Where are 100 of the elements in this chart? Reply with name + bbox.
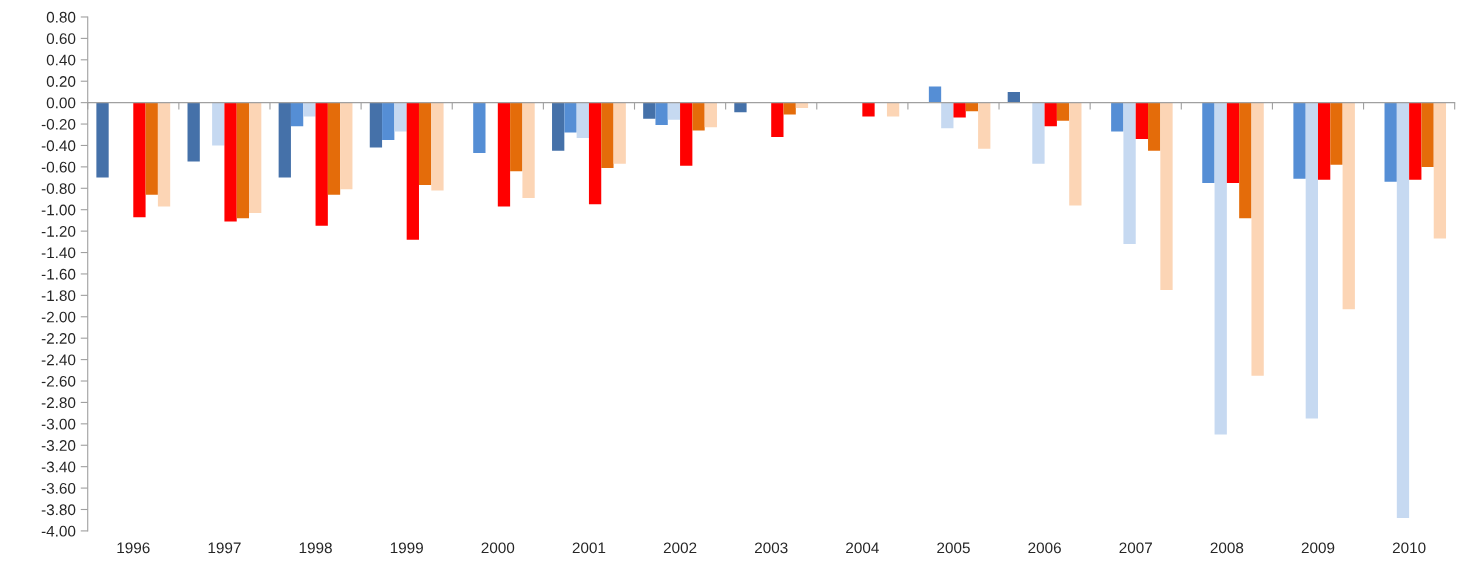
bar	[340, 102, 353, 190]
bar	[734, 102, 747, 113]
y-tick-label: -0.40	[41, 140, 76, 152]
x-tick-label: 2009	[1301, 542, 1335, 554]
bar	[667, 102, 681, 120]
bar	[1421, 102, 1434, 167]
bar	[552, 102, 565, 151]
bar	[1384, 102, 1397, 182]
bar	[1293, 102, 1306, 179]
x-tick-label: 2008	[1210, 542, 1244, 554]
bar	[96, 102, 109, 178]
bar	[382, 102, 395, 141]
bar	[613, 102, 626, 164]
bar	[1111, 102, 1124, 132]
x-tick-label: 2000	[481, 542, 515, 554]
y-tick-label: 0.00	[46, 97, 76, 109]
bar	[510, 102, 523, 172]
bar	[369, 102, 383, 148]
y-tick-label: 0.80	[46, 11, 76, 23]
x-tick-label: 1996	[117, 542, 150, 554]
y-tick-label: -0.20	[41, 118, 76, 130]
y-tick-label: -2.40	[41, 354, 76, 366]
bar	[588, 102, 602, 205]
y-tick-label: -3.00	[41, 418, 76, 430]
x-tick-label: 2001	[572, 542, 606, 554]
y-tick-label: -2.00	[41, 311, 76, 323]
bar	[249, 102, 262, 213]
bar	[1226, 102, 1240, 183]
bar	[576, 102, 589, 138]
y-tick-label: -3.80	[41, 504, 76, 516]
y-tick-label: -0.80	[41, 183, 76, 194]
bar	[564, 102, 577, 133]
bar	[1214, 102, 1227, 435]
bar	[187, 102, 200, 162]
bar	[1007, 91, 1020, 103]
bar	[601, 102, 614, 168]
bar	[1056, 102, 1070, 121]
bar	[133, 102, 146, 218]
bar	[1396, 102, 1410, 519]
x-tick-label: 2007	[1119, 542, 1152, 554]
bar	[1342, 102, 1355, 310]
bar	[1135, 102, 1149, 140]
bar	[1123, 102, 1136, 244]
y-tick-label: -3.20	[41, 440, 76, 451]
bar	[1305, 102, 1318, 419]
y-tick-label: -0.60	[41, 161, 76, 173]
y-tick-label: 0.20	[46, 76, 76, 87]
bar	[157, 102, 171, 207]
bar	[771, 102, 784, 137]
x-tick-label: 2004	[846, 542, 879, 554]
bar	[394, 102, 407, 132]
bar	[1409, 102, 1422, 180]
x-tick-label: 2003	[754, 542, 788, 554]
bar	[1317, 102, 1331, 180]
bar	[680, 102, 693, 166]
x-tick-label: 2006	[1028, 542, 1061, 554]
y-tick-label: -1.80	[41, 290, 76, 302]
x-tick-label: 1998	[299, 542, 332, 554]
bar	[692, 102, 705, 131]
bar	[1239, 102, 1252, 219]
bar	[1202, 102, 1215, 183]
bar	[941, 102, 954, 129]
bar	[236, 102, 250, 219]
bar	[497, 102, 511, 207]
bar	[704, 102, 717, 128]
y-tick-label: -1.00	[41, 204, 76, 216]
bar	[212, 102, 225, 146]
y-tick-label: -2.80	[41, 397, 76, 409]
x-tick-label: 1999	[390, 542, 423, 554]
bar	[315, 102, 328, 226]
bar	[145, 102, 158, 195]
bar	[406, 102, 419, 240]
bar	[418, 102, 432, 186]
bar	[783, 102, 796, 115]
bar	[431, 102, 444, 191]
bar	[522, 102, 535, 198]
y-tick-label: -4.00	[41, 525, 76, 537]
y-tick-label: -1.40	[41, 247, 76, 259]
bar	[862, 102, 875, 117]
bar	[953, 102, 966, 118]
x-tick-label: 2002	[663, 542, 697, 554]
bar	[978, 102, 991, 149]
bar	[795, 102, 809, 108]
y-tick-label: -2.20	[41, 333, 76, 344]
bar	[290, 102, 304, 127]
bar	[1148, 102, 1161, 151]
y-tick-label: -1.20	[41, 225, 76, 237]
y-tick-label: -3.60	[41, 482, 76, 494]
bar	[327, 102, 341, 195]
bar	[1032, 102, 1045, 164]
bar	[224, 102, 237, 222]
bar	[473, 102, 486, 153]
bar	[965, 102, 979, 112]
x-tick-label: 2010	[1392, 542, 1426, 554]
bar	[1251, 102, 1264, 376]
x-tick-label: 2005	[937, 542, 970, 554]
y-tick-label: -1.60	[41, 268, 76, 280]
y-tick-label: 0.60	[46, 33, 76, 45]
y-tick-label: -2.60	[41, 375, 76, 387]
bar	[1069, 102, 1082, 206]
